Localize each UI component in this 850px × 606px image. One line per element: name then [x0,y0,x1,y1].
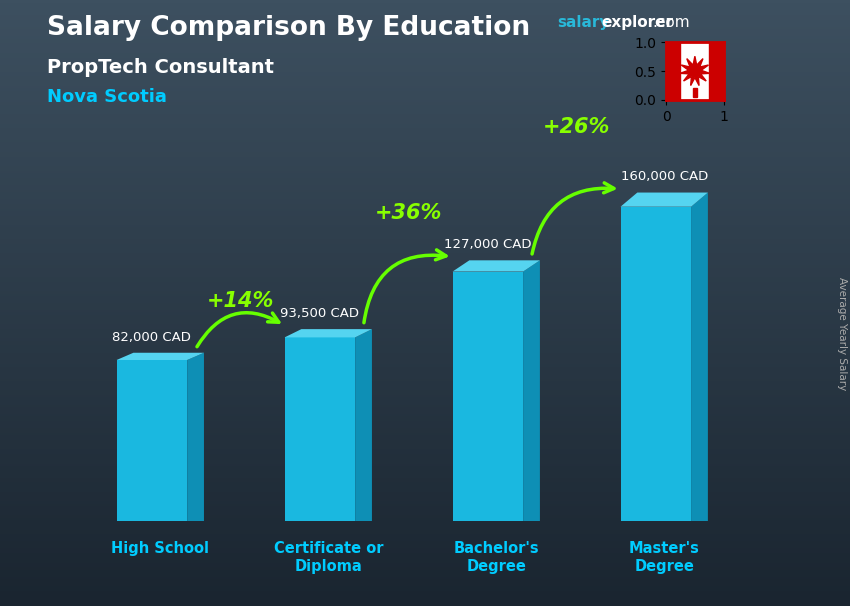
Text: explorer: explorer [601,15,673,30]
Polygon shape [116,353,204,360]
Text: 160,000 CAD: 160,000 CAD [620,170,708,184]
Polygon shape [523,261,540,521]
Text: 82,000 CAD: 82,000 CAD [112,331,191,344]
Text: High School: High School [111,541,209,556]
Text: Nova Scotia: Nova Scotia [47,88,167,106]
Text: Bachelor's
Degree: Bachelor's Degree [453,541,539,573]
Text: salary: salary [557,15,609,30]
Text: Certificate or
Diploma: Certificate or Diploma [274,541,383,573]
Polygon shape [355,329,372,521]
Polygon shape [452,271,523,521]
Polygon shape [709,42,723,100]
Polygon shape [285,329,372,338]
Polygon shape [691,193,708,521]
Polygon shape [666,42,723,100]
Polygon shape [116,360,187,521]
Text: 127,000 CAD: 127,000 CAD [444,238,531,251]
Polygon shape [666,42,681,100]
Text: Average Yearly Salary: Average Yearly Salary [837,277,847,390]
Polygon shape [620,207,691,521]
Polygon shape [452,261,540,271]
Polygon shape [620,193,708,207]
Polygon shape [693,88,697,96]
Text: +36%: +36% [374,204,442,224]
Polygon shape [285,338,355,521]
Polygon shape [680,56,710,85]
Text: Master's
Degree: Master's Degree [629,541,700,573]
Text: +14%: +14% [207,291,274,311]
Text: .com: .com [653,15,690,30]
Text: PropTech Consultant: PropTech Consultant [47,58,274,76]
Text: +26%: +26% [542,117,609,137]
Text: Salary Comparison By Education: Salary Comparison By Education [47,15,530,41]
Text: 93,500 CAD: 93,500 CAD [280,307,360,320]
Polygon shape [187,353,204,521]
